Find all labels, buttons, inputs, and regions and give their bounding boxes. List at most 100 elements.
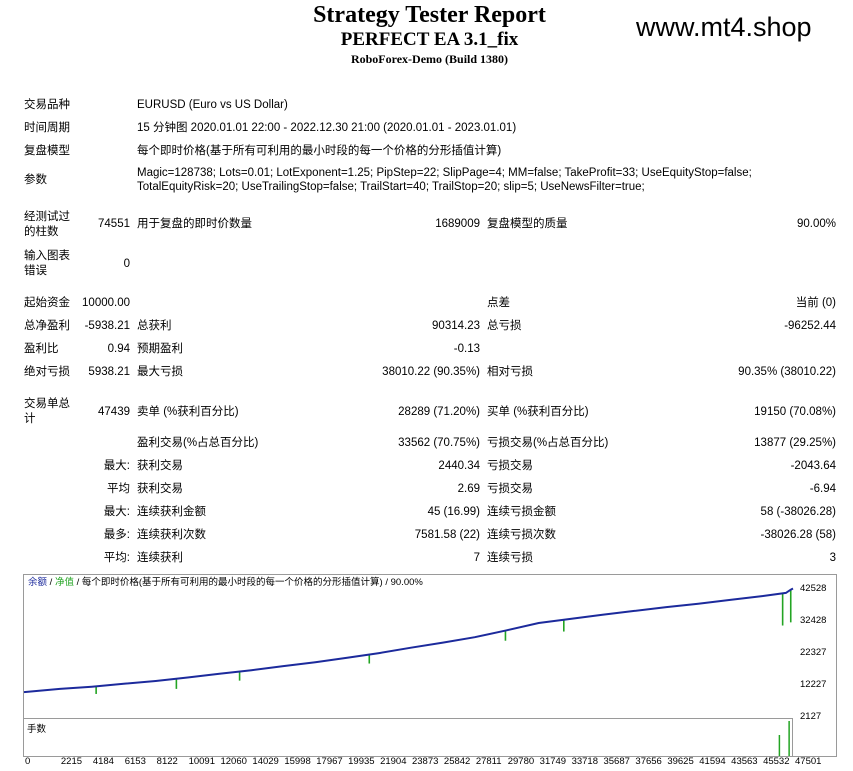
errors-label-2: 错误 [24,265,47,277]
bars-label-2: 的柱数 [24,226,59,238]
x-tick-label: 29780 [507,756,535,767]
x-tick-label: 37656 [635,756,662,767]
x-tick-label: 31749 [539,756,567,767]
errors-label-1: 输入图表 [24,250,70,262]
x-tick-label: 10091 [188,756,215,767]
lots-panel [23,718,793,757]
params-label: 参数 [24,174,47,186]
gross-loss-value: -96252.44 [784,320,836,332]
maximal-cons-loss-value: -38026.28 (58) [760,529,836,541]
x-tick-label: 45532 [763,756,790,767]
x-tick-label: 21904 [380,756,407,767]
bars-value: 74551 [98,218,130,230]
maximal-prefix: 最多: [103,529,130,541]
max-cons-wins-label: 连续获利金额 [137,506,206,518]
maximal-cons-profit-label: 连续获利次数 [137,529,206,541]
average-loss-value: -6.94 [809,483,836,495]
x-tick-label: 23873 [411,756,439,767]
x-tick-label: 15998 [284,756,311,767]
legend-model: / 每个即时价格(基于所有可利用的最小时段的每一个价格的分形插值计算) / 90… [73,577,423,588]
report-title: Strategy Tester Report [313,2,546,28]
largest-loss-value: -2043.64 [790,460,836,472]
total-trades-value: 47439 [98,406,130,418]
x-tick-label: 25842 [443,756,471,767]
rel-drawdown-label: 相对亏损 [487,366,533,378]
max-cons-losses-value: 58 (-38026.28) [760,506,836,518]
x-tick-label: 35687 [603,756,630,767]
profit-trades-label: 盈利交易(%占总百分比) [137,437,259,449]
abs-drawdown-value: 5938.21 [88,366,130,378]
errors-value: 0 [123,258,130,270]
x-tick-label: 47501 [795,756,822,767]
ea-name: PERFECT EA 3.1_fix [340,29,519,50]
model-value: 每个即时价格(基于所有可利用的最小时段的每一个价格的分形插值计算) [137,145,502,157]
x-tick-label: 0 [25,756,31,767]
quality-value: 90.00% [796,218,836,230]
avg-cons-losses-value: 3 [829,552,836,564]
x-tick-label: 2215 [60,756,83,767]
x-tick-label: 8122 [156,756,178,767]
params-line-2: TotalEquityRisk=20; UseTrailingStop=fals… [137,181,645,193]
ticks-value: 1689009 [435,218,480,230]
profit-trades-value: 33562 (70.75%) [398,437,480,449]
avg-cons-losses-label: 连续亏损 [487,552,533,564]
watermark: www.mt4.shop [636,12,812,42]
short-trades-label: 卖单 (%获利百分比) [137,406,239,418]
legend-separator: / [47,577,55,588]
x-tick-label: 39625 [667,756,694,767]
average-prefix: 平均 [107,483,130,495]
total-trades-label-2: 计 [24,413,36,425]
balance-line [23,587,794,694]
gross-profit-label: 总获利 [137,320,172,332]
profit-factor-value: 0.94 [107,343,130,355]
x-tick-label: 19935 [348,756,375,767]
symbol-label: 交易品种 [24,99,70,111]
symbol-value: EURUSD (Euro vs US Dollar) [137,99,288,111]
gross-loss-label: 总亏损 [487,320,522,332]
y-tick-label: 22327 [800,647,827,658]
average-profit-value: 2.69 [457,483,480,495]
y-tick-label: 42528 [800,583,827,594]
ticks-label: 用于复盘的即时价数量 [137,218,252,230]
params-line-1: Magic=128738; Lots=0.01; LotExponent=1.2… [137,167,752,179]
max-drawdown-value: 38010.22 (90.35%) [382,366,480,378]
lots-label: 手数 [27,724,47,735]
max-cons-losses-label: 连续亏损金额 [487,506,556,518]
x-tick-label: 41594 [699,756,726,767]
chart-legend: 余额 / 净值 / 每个即时价格(基于所有可利用的最小时段的每一个价格的分形插值… [28,577,423,589]
largest-profit-value: 2440.34 [438,460,480,472]
x-tick-label: 4184 [92,756,114,767]
spread-value: 当前 (0) [795,297,836,309]
x-tick-label: 43563 [731,756,758,767]
period-label: 时间周期 [24,122,70,134]
average-loss-label: 亏损交易 [487,483,533,495]
largest-prefix: 最大: [103,460,130,472]
legend-equity: 净值 [54,577,74,588]
profit-factor-label: 盈利比 [24,343,59,355]
y-tick-label: 32428 [800,614,827,626]
quality-label: 复盘模型的质量 [487,218,568,230]
maximal-cons-profit-value: 7581.58 (22) [414,529,480,541]
largest-profit-label: 获利交易 [137,460,183,472]
initial-deposit-label: 起始资金 [24,297,70,309]
net-profit-label: 总净盈利 [24,320,70,332]
average-profit-label: 获利交易 [137,483,183,495]
legend-balance: 余额 [28,577,48,588]
x-tick-label: 12060 [220,756,247,767]
report-header: Strategy Tester Report PERFECT EA 3.1_fi… [0,2,853,67]
rel-drawdown-value: 90.35% (38010.22) [738,366,836,378]
max-cons-wins-value: 45 (16.99) [427,506,480,518]
expected-payoff-value: -0.13 [453,343,480,355]
period-value: 15 分钟图 2020.01.01 22:00 - 2022.12.30 21:… [137,122,517,134]
x-tick-label: 27811 [475,756,502,767]
bars-label-1: 经测试过 [24,211,70,223]
avg-prefix: 平均: [103,552,130,564]
long-trades-value: 19150 (70.08%) [754,406,836,418]
x-tick-label: 33718 [571,756,598,767]
x-tick-label: 14029 [252,756,279,767]
short-trades-value: 28289 (71.20%) [398,406,480,418]
y-tick-label: 12227 [800,679,827,690]
avg-cons-wins-value: 7 [473,552,480,564]
max-prefix: 最大: [103,506,130,518]
